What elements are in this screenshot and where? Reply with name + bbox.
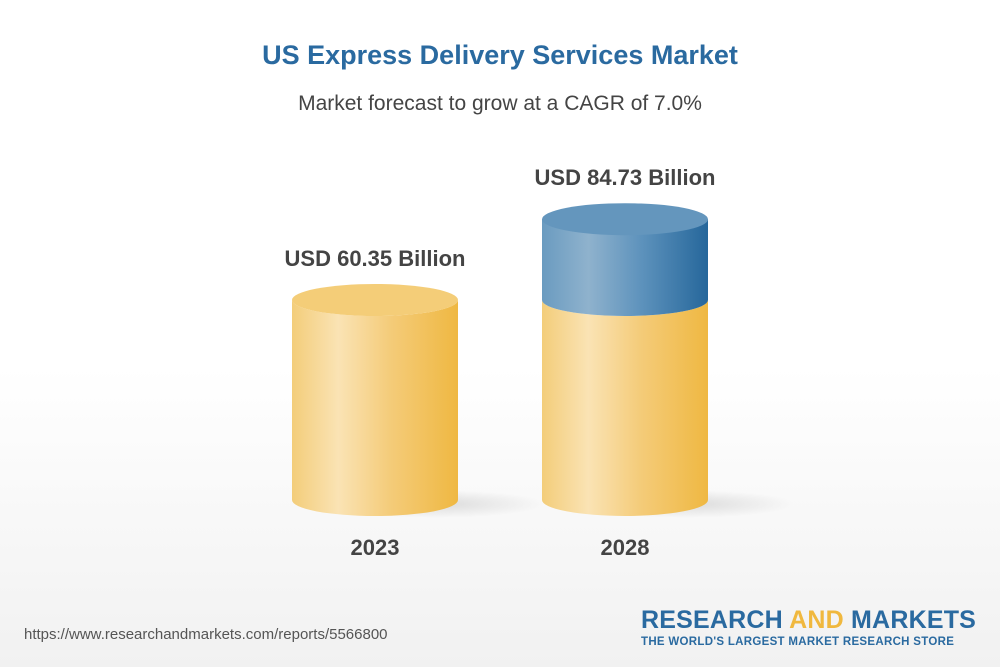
bar-base-2028	[542, 300, 708, 516]
category-label: 2023	[351, 535, 400, 560]
logo-text-markets: MARKETS	[843, 606, 977, 634]
logo-text-and: AND	[789, 606, 844, 634]
source-url[interactable]: https://www.researchandmarkets.com/repor…	[24, 626, 388, 643]
category-label: 2028	[601, 535, 650, 560]
cylinder-chart: USD 60.35 Billion 2023 USD 84.73 Billion 20…	[285, 165, 795, 560]
logo-tagline: THE WORLD'S LARGEST MARKET RESEARCH STOR…	[641, 636, 955, 648]
bar-top-2028	[542, 203, 708, 236]
data-label: USD 84.73 Billion	[535, 165, 716, 190]
chart-title: US Express Delivery Services Market	[262, 40, 738, 70]
bar-base-2023	[292, 300, 458, 516]
data-label: USD 60.35 Billion	[285, 246, 466, 271]
chart-subtitle: Market forecast to grow at a CAGR of 7.0…	[298, 92, 702, 115]
bar-top-2023	[292, 284, 458, 316]
bar-growth-2028	[542, 219, 708, 316]
logo-text-research: RESEARCH	[641, 606, 790, 634]
research-and-markets-logo: RESEARCH AND MARKETS THE WORLD'S LARGEST…	[641, 606, 977, 648]
